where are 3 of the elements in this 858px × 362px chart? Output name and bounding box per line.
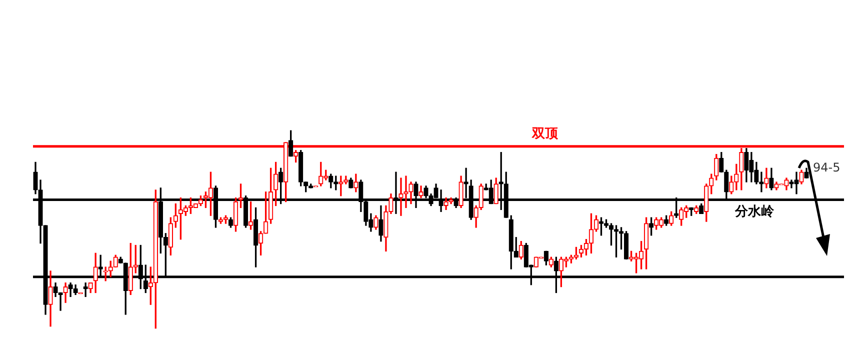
- ref-line-label: 分水岭: [734, 204, 776, 220]
- ref-line-label: 双顶: [531, 126, 560, 142]
- text: 94-5: [813, 160, 840, 174]
